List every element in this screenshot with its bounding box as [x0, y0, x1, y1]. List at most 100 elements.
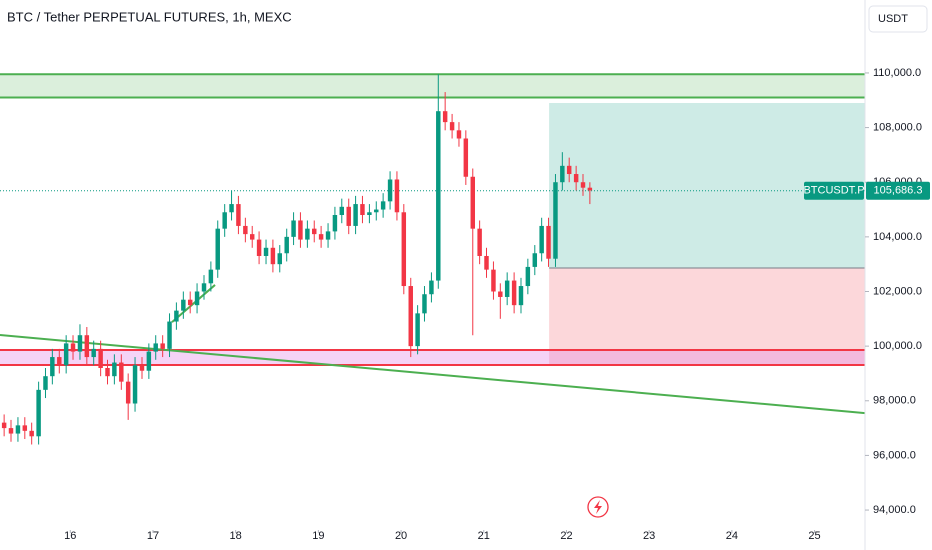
candle-body	[243, 225, 248, 235]
candle-body	[91, 348, 96, 358]
candle-body	[470, 176, 476, 229]
candle-body	[346, 206, 351, 226]
y-tick-label: 96,000.0	[873, 449, 916, 461]
candle-body	[339, 206, 345, 216]
loss-zone	[549, 268, 865, 366]
x-tick-label: 22	[560, 530, 572, 542]
y-tick-label: 94,000.0	[873, 504, 916, 516]
currency-box[interactable]	[868, 5, 928, 33]
candle-body	[57, 357, 62, 366]
candle-body	[174, 310, 179, 322]
symbol-label: BTCUSDT.P	[803, 185, 864, 197]
candle-body	[208, 269, 214, 284]
candle-body	[132, 365, 138, 404]
candle-body	[401, 212, 407, 287]
candle-body	[511, 280, 517, 306]
candle-body	[160, 343, 165, 349]
x-tick-label: 24	[726, 530, 738, 542]
candle-body	[284, 236, 289, 254]
candle-body	[277, 253, 282, 265]
candle-body	[270, 247, 276, 265]
candle-body	[353, 204, 358, 226]
candle-body	[15, 425, 21, 434]
candle-body	[215, 228, 220, 270]
candle-body	[201, 283, 207, 292]
x-tick-label: 19	[312, 530, 324, 542]
zone	[0, 74, 865, 98]
candle-body	[504, 280, 510, 297]
candle-body	[63, 343, 69, 366]
candle-body	[43, 376, 48, 390]
candle-body	[546, 225, 551, 259]
candle-body	[1, 422, 7, 429]
x-tick-label: 20	[395, 530, 407, 542]
candle-body	[442, 111, 448, 123]
candle-body	[587, 187, 593, 191]
candle-body	[525, 266, 531, 287]
chart-title: BTC / Tether PERPETUAL FUTURES, 1h, MEXC	[7, 9, 292, 24]
candle-body	[360, 204, 365, 216]
y-tick-label: 100,000.0	[873, 340, 922, 352]
candle-body	[456, 130, 462, 139]
candle-body	[298, 220, 303, 240]
candle-body	[498, 291, 503, 297]
candle-body	[112, 362, 117, 377]
candle-body	[484, 255, 489, 270]
candle-body	[436, 111, 441, 281]
candle-body	[463, 138, 469, 177]
candle-body	[249, 234, 255, 240]
candle-body	[408, 286, 413, 347]
price-tag	[866, 181, 930, 200]
candle-body	[566, 165, 572, 175]
candle-body	[29, 430, 34, 437]
candle-body	[380, 201, 386, 210]
candle-body	[105, 367, 110, 377]
plot-area	[0, 73, 865, 445]
candle-body	[539, 225, 544, 254]
candle-body	[325, 231, 331, 240]
y-tick-label: 102,000.0	[873, 285, 922, 297]
candle-body	[291, 220, 296, 237]
candle-body	[222, 212, 227, 229]
trendline	[171, 284, 216, 323]
candle-body	[181, 299, 186, 311]
candle-body	[449, 122, 455, 131]
candle-body	[84, 335, 90, 358]
x-tick-label: 16	[64, 530, 76, 542]
candle-body	[305, 228, 310, 240]
candle-body	[36, 389, 41, 437]
y-tick-label: 104,000.0	[873, 231, 922, 243]
candle-body	[256, 239, 262, 256]
candle-body	[139, 365, 145, 371]
candle-body	[194, 291, 200, 306]
candle-body	[422, 294, 427, 314]
y-tick-label: 98,000.0	[873, 395, 916, 407]
candle-body	[553, 182, 558, 259]
x-tick-label: 17	[147, 530, 159, 542]
x-tick-label: 18	[230, 530, 242, 542]
candle-body	[477, 228, 482, 256]
candle-body	[415, 313, 420, 347]
candle-body	[560, 165, 565, 183]
last-price-label: 105,686.3	[874, 185, 923, 197]
candle-body	[187, 299, 193, 306]
candle-body	[119, 362, 124, 382]
candle-body	[387, 179, 393, 202]
x-tick-label: 23	[643, 530, 655, 542]
y-tick-label: 108,000.0	[873, 121, 922, 133]
candle-body	[146, 351, 152, 371]
candle-body	[580, 182, 586, 188]
candle-body	[50, 357, 55, 377]
candle-body	[491, 269, 496, 292]
candle-body	[153, 343, 158, 352]
candle-body	[77, 335, 83, 352]
candle-body	[312, 228, 317, 235]
candle-body	[573, 174, 579, 183]
candle-body	[22, 425, 28, 431]
y-tick-label: 110,000.0	[873, 67, 921, 79]
currency: USDT	[878, 13, 908, 25]
x-tick-label: 21	[478, 530, 490, 542]
alert-icon[interactable]	[587, 496, 609, 518]
